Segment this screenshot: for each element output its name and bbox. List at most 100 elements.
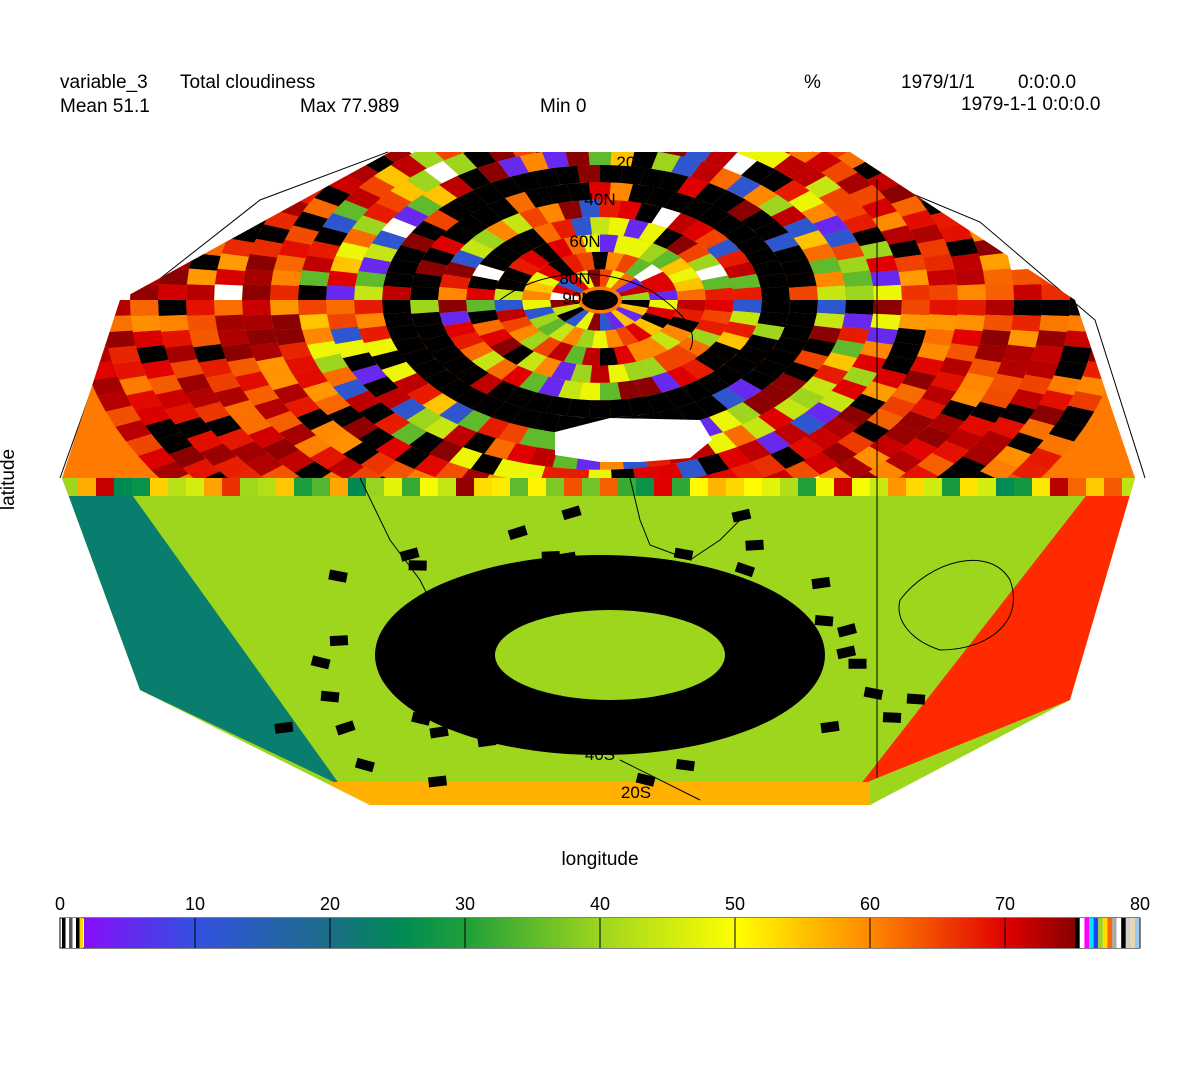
cloud-cell	[471, 350, 506, 371]
cloud-cell	[696, 373, 731, 395]
colorbar-swatch	[832, 918, 835, 948]
colorbar-swatch	[792, 918, 795, 948]
cloud-cell	[358, 427, 395, 450]
cloud-cell	[623, 219, 649, 239]
cloud-cell	[694, 350, 729, 371]
cloud-cell	[379, 461, 416, 478]
cloud-cell	[477, 734, 497, 748]
cloud-cell	[326, 285, 355, 300]
cloud-cell	[933, 468, 971, 478]
colorbar-swatch	[624, 918, 627, 948]
cloud-cell	[589, 182, 611, 200]
cloud-cell	[633, 318, 664, 336]
cloud-cell	[861, 381, 898, 403]
colorbar-swatch	[294, 918, 297, 948]
cloud-cell	[422, 393, 458, 416]
cloud-cell	[335, 720, 356, 736]
colorbar-swatch	[470, 918, 473, 948]
colorbar-swatch	[1072, 918, 1075, 948]
cloud-cell	[136, 345, 169, 364]
colorbar-swatch	[1062, 918, 1065, 948]
colorbar-swatch	[108, 918, 111, 948]
cloud-cell	[528, 478, 546, 496]
cloud-cell	[619, 284, 649, 297]
cloud-cell	[422, 184, 458, 207]
cloud-cell	[1104, 478, 1122, 496]
cloud-cell	[455, 593, 476, 609]
colorbar-swatch	[896, 918, 899, 948]
x-axis-label: longitude	[561, 849, 639, 870]
colorbar-swatch	[412, 918, 415, 948]
cloud-cell	[578, 199, 600, 218]
cloud-cell	[891, 383, 927, 405]
cloud-cell	[801, 202, 838, 224]
cloud-cell	[205, 415, 242, 437]
cloud-cell	[342, 416, 379, 440]
cloud-cell	[667, 316, 700, 333]
colorbar-swatch	[482, 918, 485, 948]
colorbar-swatch	[574, 918, 577, 948]
cloud-cell	[438, 378, 473, 401]
cloud-cell	[676, 300, 706, 312]
cloud-cell	[554, 165, 581, 185]
cloud-cell	[989, 373, 1024, 394]
cloud-cell	[354, 757, 375, 773]
colorbar-swatch	[780, 918, 783, 948]
cloud-cell	[492, 478, 510, 496]
cloud-cell	[870, 270, 901, 287]
cloud-cell	[411, 358, 447, 380]
cloud-cell	[299, 270, 330, 287]
cloud-cell	[358, 175, 395, 198]
colorbar-swatch	[564, 918, 567, 948]
colorbar-swatch	[342, 918, 345, 948]
cloud-cell	[581, 347, 600, 366]
colorbar-swatch	[524, 918, 527, 948]
cloud-cell	[704, 152, 737, 168]
cloud-cell	[575, 311, 595, 330]
colorbar-swatch	[798, 918, 801, 948]
colorbar-swatch	[444, 918, 447, 948]
cloud-cell	[255, 224, 290, 244]
colorbar-swatch	[316, 918, 319, 948]
cloud-cell	[690, 161, 723, 183]
cloud-cell	[823, 228, 858, 248]
cloud-cell	[522, 300, 552, 311]
cloud-cell	[186, 478, 204, 496]
colorbar-swatch	[962, 918, 965, 948]
cloud-cell	[789, 300, 818, 315]
colorbar-stripe	[1089, 918, 1094, 948]
colorbar-swatch	[812, 918, 815, 948]
cloud-cell	[411, 711, 431, 726]
colorbar-swatch	[802, 918, 805, 948]
colorbar-tick-label: 40	[590, 894, 610, 914]
cloud-cell	[322, 213, 358, 234]
colorbar-swatch	[1060, 918, 1063, 948]
cloud-cell	[863, 686, 884, 700]
cloud-cell	[278, 239, 312, 259]
colorbar-swatch	[778, 918, 781, 948]
cloud-cell	[524, 392, 554, 413]
colorbar-swatch	[560, 918, 563, 948]
cloud-cell	[906, 693, 926, 705]
colorbar-swatch	[716, 918, 719, 948]
cloud-cell	[723, 152, 758, 176]
cloud-cell	[1013, 284, 1042, 300]
cloud-cell	[628, 184, 655, 204]
colorbar-swatch	[612, 918, 615, 948]
colorbar-swatch	[258, 918, 261, 948]
cloud-cell	[428, 152, 463, 161]
cloud-cell	[945, 343, 979, 362]
colorbar-swatch	[362, 918, 365, 948]
cloud-cell	[485, 220, 519, 242]
colorbar-swatch	[552, 918, 555, 948]
cloud-cell	[640, 271, 672, 288]
cloud-cell	[633, 466, 661, 478]
cloud-cell	[965, 471, 1003, 478]
cloud-cell	[1048, 419, 1085, 442]
colorbar-swatch	[478, 918, 481, 948]
cloud-cell	[326, 300, 355, 315]
southern-cloud-cells	[274, 505, 926, 788]
colorbar-swatch	[662, 918, 665, 948]
cloud-cell	[547, 323, 575, 342]
cloud-cell	[253, 398, 290, 420]
